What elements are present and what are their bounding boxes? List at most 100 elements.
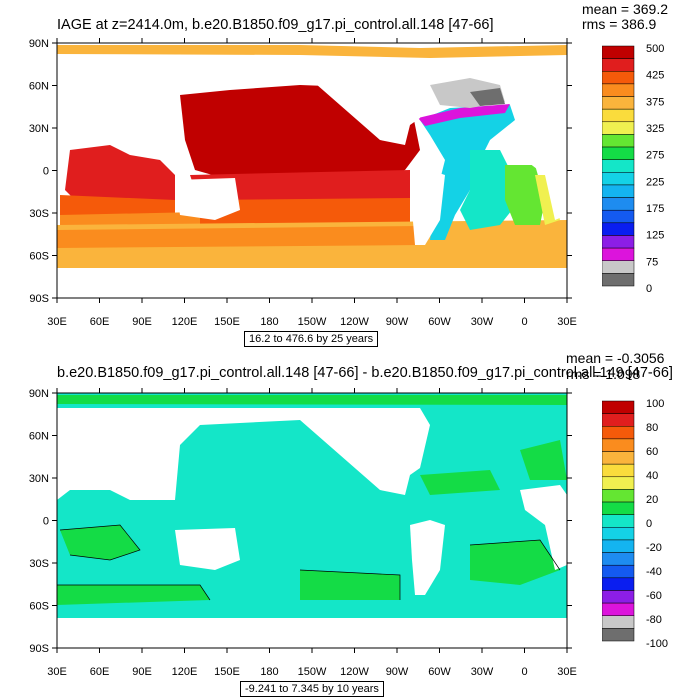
top-lon-label: 30E	[557, 316, 577, 328]
top-colorbar-swatch	[602, 184, 635, 198]
bottom-colorbar-label: 100	[646, 398, 664, 410]
bottom-colorbar-label: -80	[646, 614, 662, 626]
top-range-label: 16.2 to 476.6 by 25 years	[244, 331, 379, 347]
top-lon-label: 0	[521, 316, 527, 328]
bottom-lon-label: 0	[521, 666, 527, 678]
top-colorbar-swatch	[602, 197, 635, 211]
bottom-lon-label: 150W	[298, 666, 327, 678]
bottom-colorbar-swatch	[602, 514, 635, 528]
top-colorbar-swatch	[602, 108, 635, 123]
top-map-svg: 90N 60N 30N 0 30S 60S 90S 30E 60E 90E 120E 150E 180 1…	[29, 38, 577, 328]
bottom-lon-label: 60E	[90, 666, 110, 678]
top-colorbar-swatch	[602, 134, 635, 148]
top-colorbar-label: 0	[646, 283, 652, 295]
bottom-colorbar-swatch	[602, 501, 635, 515]
bottom-colorbar-swatch	[602, 463, 635, 478]
top-colorbar-swatch	[602, 235, 635, 249]
bottom-lon-label: 30E	[47, 666, 67, 678]
bottom-lat-label: 30S	[29, 558, 49, 570]
top-lon-label: 30E	[47, 316, 67, 328]
top-colorbar-swatch	[602, 96, 635, 110]
top-colorbar-swatch	[602, 209, 635, 224]
top-colorbar-swatch	[602, 121, 635, 135]
bottom-colorbar-swatch	[602, 590, 635, 604]
top-lon-label: 90E	[132, 316, 152, 328]
top-colorbar-label: 425	[646, 70, 664, 82]
bottom-lat-label: 90S	[29, 643, 49, 655]
top-colorbar-label: 275	[646, 150, 664, 162]
top-lon-label: 150W	[298, 316, 327, 328]
bottom-colorbar-swatch	[602, 615, 635, 629]
bottom-colorbar-swatch	[602, 426, 635, 440]
top-colorbar-label: 500	[646, 43, 664, 55]
bottom-lat-label: 90N	[29, 388, 49, 400]
top-lat-label: 60N	[29, 81, 49, 93]
bottom-colorbar-label: 0	[646, 518, 652, 530]
bottom-colorbar-label: 40	[646, 470, 658, 482]
top-axis-ticks: 90N 60N 30N 0 30S 60S 90S 30E 60E 90E 120E 150E 180 1…	[29, 38, 577, 328]
top-rms-stat: rms = 386.9	[582, 16, 657, 32]
top-lon-label: 60W	[428, 316, 451, 328]
top-colorbar-swatch	[602, 222, 635, 236]
top-colorbar-swatch	[602, 146, 635, 160]
top-colorbar-swatch	[602, 247, 635, 261]
bottom-lat-label: 0	[43, 516, 49, 528]
top-lat-label: 90S	[29, 293, 49, 305]
top-colorbar-label: 175	[646, 203, 664, 215]
top-lat-label: 30S	[29, 208, 49, 220]
bottom-lon-label: 150E	[214, 666, 240, 678]
top-colorbar-swatch	[602, 83, 635, 97]
top-colorbar-label: 125	[646, 230, 664, 242]
top-colorbar-label: 75	[646, 256, 658, 268]
bottom-colorbar-swatch	[602, 577, 635, 591]
bottom-colorbar-swatch	[602, 413, 635, 427]
bottom-colorbar-swatch	[602, 451, 635, 465]
bottom-lon-label: 60W	[428, 666, 451, 678]
top-lat-label: 60S	[29, 251, 49, 263]
bottom-ocean-field	[57, 393, 567, 648]
bottom-lon-label: 180	[260, 666, 278, 678]
top-lat-label: 90N	[29, 38, 49, 50]
top-map-title: IAGE at z=2414.0m, b.e20.B1850.f09_g17.p…	[57, 17, 494, 33]
bottom-colorbar-label: 80	[646, 422, 658, 434]
bottom-colorbar-swatch	[602, 438, 635, 452]
bottom-colorbar-label: 60	[646, 446, 658, 458]
bottom-rms-stat: rms = 1.098	[566, 366, 641, 382]
bottom-colorbar-label: -40	[646, 566, 662, 578]
top-colorbar-swatch	[602, 159, 635, 173]
bottom-map-svg: 90N 60N 30N 0 30S 60S 90S 30E 60E 90E 120E 150E 180 1…	[29, 388, 577, 678]
bottom-mean-stat: mean = -0.3056	[566, 350, 665, 366]
top-colorbar-swatch	[602, 172, 635, 186]
bottom-colorbar-swatch	[602, 400, 635, 414]
top-lon-label: 120E	[172, 316, 198, 328]
bottom-range-label: -9.241 to 7.345 by 10 years	[240, 681, 384, 697]
top-lat-label: 0	[43, 166, 49, 178]
bottom-colorbar-label: -100	[646, 638, 668, 650]
top-lon-label: 30W	[471, 316, 494, 328]
bottom-lon-label: 30E	[557, 666, 577, 678]
bottom-lon-label: 120E	[172, 666, 198, 678]
top-lon-label: 120W	[340, 316, 369, 328]
bottom-map-panel: b.e20.B1850.f09_g17.pi_control.all.148 […	[0, 350, 700, 700]
top-colorbar-swatch	[602, 71, 635, 85]
bottom-colorbar-swatch	[602, 539, 635, 553]
top-colorbar-label: 325	[646, 123, 664, 135]
bottom-colorbar-label: -60	[646, 590, 662, 602]
top-lon-label: 180	[260, 316, 278, 328]
bottom-colorbar-swatch	[602, 564, 635, 579]
top-mean-stat: mean = 369.2	[582, 1, 669, 17]
bottom-lon-label: 120W	[340, 666, 369, 678]
top-lon-label: 60E	[90, 316, 110, 328]
top-colorbar-swatch	[602, 273, 635, 287]
top-map-panel: IAGE at z=2414.0m, b.e20.B1850.f09_g17.p…	[29, 1, 669, 347]
bottom-map-title: b.e20.B1850.f09_g17.pi_control.all.148 […	[57, 365, 673, 381]
top-lon-label: 90W	[386, 316, 409, 328]
bottom-lat-label: 30N	[29, 473, 49, 485]
bottom-colorbar-label: 20	[646, 494, 658, 506]
bottom-lon-label: 30W	[471, 666, 494, 678]
top-colorbar-label: 375	[646, 96, 664, 108]
bottom-axis-ticks: 90N 60N 30N 0 30S 60S 90S 30E 60E 90E 120E 150E 180 1…	[29, 388, 577, 678]
bottom-lon-label: 90W	[386, 666, 409, 678]
bottom-colorbar-swatch	[602, 527, 635, 541]
top-colorbar-swatch	[602, 260, 635, 274]
